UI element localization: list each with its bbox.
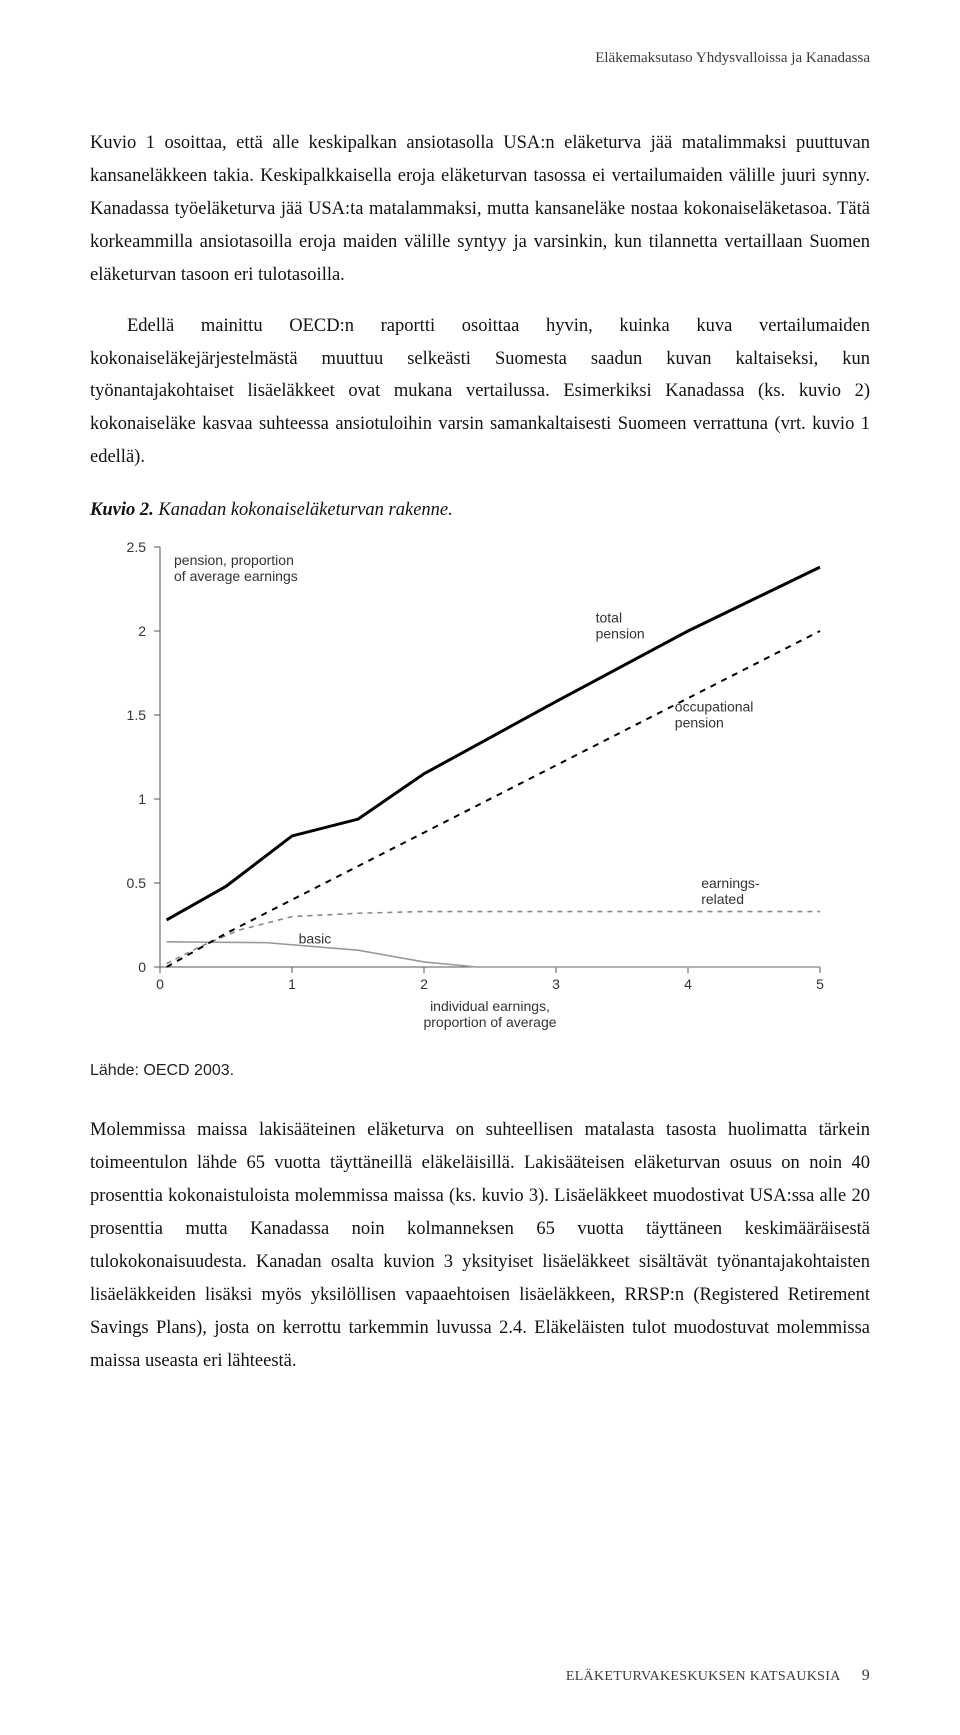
svg-text:occupational: occupational — [675, 699, 754, 715]
svg-text:4: 4 — [684, 976, 692, 992]
svg-text:2.5: 2.5 — [127, 539, 147, 555]
svg-text:1: 1 — [138, 791, 146, 807]
svg-text:individual earnings,: individual earnings, — [430, 998, 550, 1014]
figure-2-chart: 0 1 2 3 4 5 0 0.5 1 1.5 2 2.5 pension, proportionof … — [90, 529, 870, 1042]
running-head: Eläkemaksutaso Yhdysvalloissa ja Kanadas… — [90, 50, 870, 67]
figure-caption-number: Kuvio 2. — [90, 500, 154, 520]
paragraph-2-text: Edellä mainittu OECD:n raportti osoittaa… — [90, 316, 870, 468]
svg-text:pension, proportion: pension, proportion — [174, 552, 294, 568]
page-number: 9 — [862, 1667, 870, 1684]
svg-text:5: 5 — [816, 976, 824, 992]
svg-text:2: 2 — [420, 976, 428, 992]
svg-text:related: related — [701, 891, 744, 907]
figure-source: Lähde: OECD 2003. — [90, 1062, 870, 1080]
svg-text:proportion of average: proportion of average — [423, 1014, 556, 1030]
svg-text:3: 3 — [552, 976, 560, 992]
paragraph-3: Molemmissa maissa lakisääteinen eläketur… — [90, 1114, 870, 1377]
svg-text:1.5: 1.5 — [127, 707, 147, 723]
svg-text:basic: basic — [299, 931, 332, 947]
svg-text:pension: pension — [596, 626, 645, 642]
figure-caption-text: Kanadan kokonaiseläketurvan rakenne. — [154, 500, 453, 520]
svg-text:2: 2 — [138, 623, 146, 639]
paragraph-2: Edellä mainittu OECD:n raportti osoittaa… — [90, 310, 870, 475]
svg-text:0.5: 0.5 — [127, 875, 147, 891]
page-footer: ELÄKETURVAKESKUKSEN KATSAUKSIA 9 — [566, 1667, 870, 1685]
svg-text:earnings-: earnings- — [701, 875, 760, 891]
svg-text:1: 1 — [288, 976, 296, 992]
svg-text:of average earnings: of average earnings — [174, 568, 298, 584]
paragraph-1: Kuvio 1 osoittaa, että alle keskipalkan … — [90, 127, 870, 292]
svg-text:pension: pension — [675, 715, 724, 731]
footer-series-title: ELÄKETURVAKESKUKSEN KATSAUKSIA — [566, 1669, 840, 1684]
svg-text:0: 0 — [138, 959, 146, 975]
svg-text:0: 0 — [156, 976, 164, 992]
figure-caption: Kuvio 2. Kanadan kokonaiseläketurvan rak… — [90, 500, 870, 521]
svg-text:total: total — [596, 610, 622, 626]
